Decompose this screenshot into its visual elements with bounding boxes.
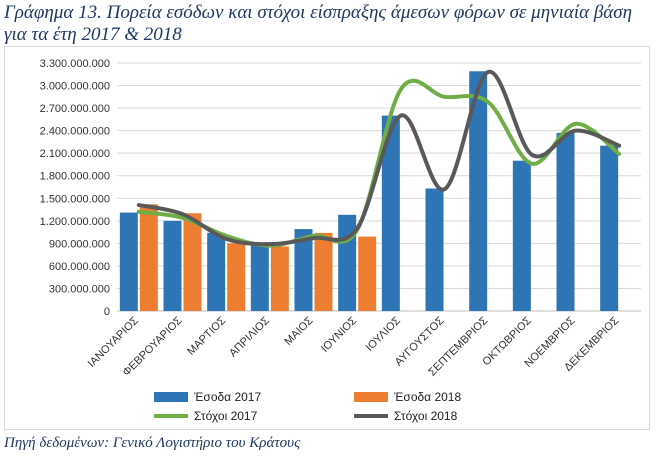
bar bbox=[425, 188, 444, 311]
bar bbox=[163, 220, 182, 311]
x-tick-label: ΜΑΙΟΣ bbox=[282, 315, 315, 348]
y-tick-label: 1.500.000.000 bbox=[40, 193, 110, 205]
x-tick-label: ΑΠΡΙΛΙΟΣ bbox=[227, 314, 272, 359]
legend-label: Στόχοι 2017 bbox=[194, 409, 258, 423]
x-tick-label: ΜΑΡΤΙΟΣ bbox=[185, 314, 228, 357]
chart-svg: 0 300.000.000 600.000.000 900.000.000 1.200.… bbox=[40, 58, 641, 423]
bar bbox=[314, 232, 333, 311]
y-tick-label: 600.000.000 bbox=[49, 261, 110, 273]
y-tick-label: 900.000.000 bbox=[49, 238, 110, 250]
bar bbox=[600, 145, 619, 311]
y-tick-label: 2.100.000.000 bbox=[40, 148, 110, 160]
bar bbox=[294, 229, 313, 311]
legend-label: Στόχοι 2018 bbox=[394, 409, 458, 423]
source-note: Πηγή δεδομένων: Γενικό Λογιστήριο του Κρ… bbox=[4, 435, 301, 451]
legend-label: Έσοδα 2017 bbox=[193, 390, 261, 404]
y-tick-label: 0 bbox=[104, 306, 110, 318]
bar bbox=[207, 232, 226, 311]
chart-title: Γράφημα 13. Πορεία εσόδων και στόχοι είσ… bbox=[4, 2, 633, 45]
x-tick-label: ΙΟΥΝΙΟΣ bbox=[319, 314, 359, 354]
y-tick-label: 1.800.000.000 bbox=[40, 171, 110, 183]
bar bbox=[469, 71, 488, 311]
bar bbox=[270, 246, 289, 311]
legend-swatch bbox=[154, 392, 188, 402]
y-tick-label: 2.700.000.000 bbox=[40, 103, 110, 115]
series-line bbox=[136, 78, 622, 248]
bar bbox=[139, 204, 158, 311]
y-tick-label: 3.300.000.000 bbox=[40, 58, 110, 70]
series-line bbox=[136, 70, 622, 247]
legend-swatch bbox=[354, 392, 388, 402]
y-tick-label: 2.400.000.000 bbox=[40, 126, 110, 138]
bar bbox=[183, 213, 202, 311]
legend-label: Έσοδα 2018 bbox=[393, 390, 461, 404]
chart-area: 0 300.000.000 600.000.000 900.000.000 1.200.… bbox=[4, 46, 650, 430]
bar bbox=[556, 132, 575, 311]
bar bbox=[358, 236, 377, 311]
bar bbox=[381, 115, 400, 311]
x-tick-label: ΙΟΥΛΙΟΣ bbox=[364, 315, 403, 354]
bar bbox=[227, 243, 246, 311]
y-tick-label: 300.000.000 bbox=[49, 283, 110, 295]
bar bbox=[250, 244, 269, 311]
y-tick-label: 3.000.000.000 bbox=[40, 81, 110, 93]
bar bbox=[338, 214, 357, 311]
y-tick-label: 1.200.000.000 bbox=[40, 216, 110, 228]
bar bbox=[512, 160, 531, 311]
bar bbox=[119, 212, 138, 311]
